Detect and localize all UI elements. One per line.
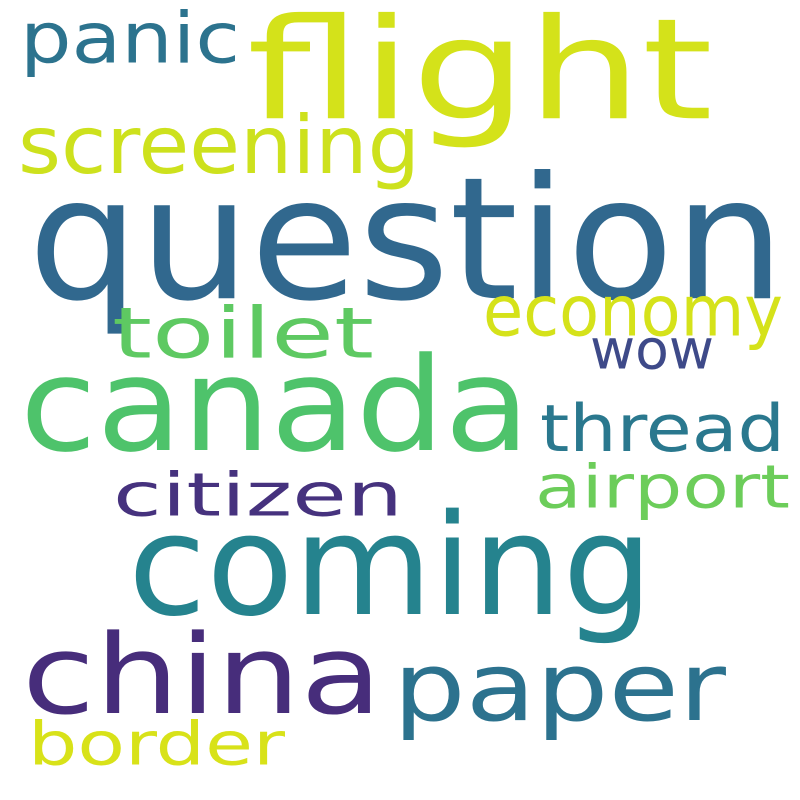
word-flight: flight bbox=[247, 0, 713, 152]
word-economy: economy bbox=[483, 270, 783, 353]
word-thread: thread bbox=[540, 391, 785, 467]
word-citizen: citizen bbox=[113, 459, 403, 530]
word-coming: coming bbox=[128, 485, 653, 648]
word-canada: canada bbox=[20, 329, 530, 481]
word-china: china bbox=[22, 611, 382, 739]
word-border: border bbox=[28, 710, 285, 780]
word-toilet: toilet bbox=[112, 293, 374, 376]
word-wow: wow bbox=[590, 317, 714, 382]
word-paper: paper bbox=[393, 631, 726, 743]
word-screening: screening bbox=[18, 98, 420, 192]
word-panic: panic bbox=[20, 0, 240, 81]
word-airport: airport bbox=[535, 452, 790, 522]
word-question: question bbox=[28, 140, 785, 339]
